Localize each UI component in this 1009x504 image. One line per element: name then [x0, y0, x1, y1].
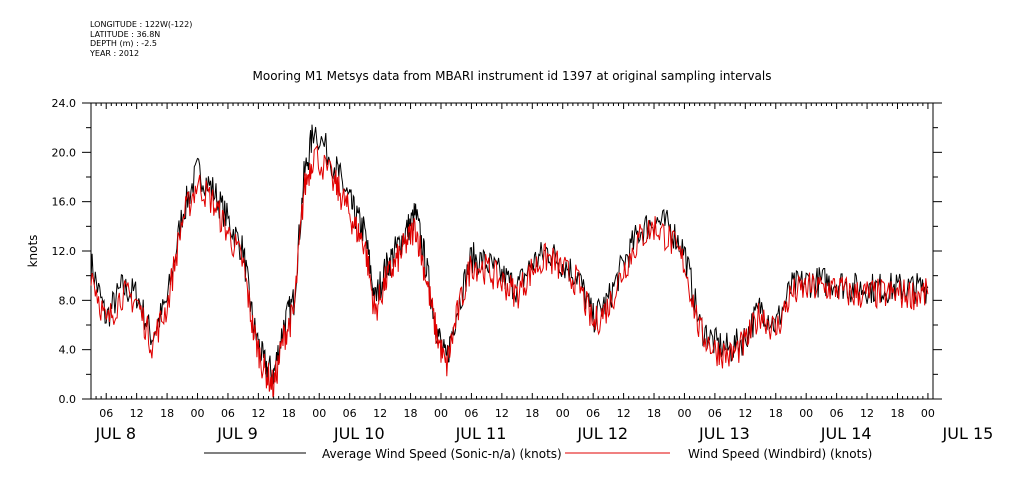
x-hour-label: 00	[191, 407, 205, 420]
x-day-label: JUL 8	[94, 424, 136, 443]
plot-frame	[90, 102, 934, 400]
x-day-label: JUL 15	[942, 424, 994, 443]
x-hour-label: 00	[799, 407, 813, 420]
x-hour-label: 06	[586, 407, 600, 420]
x-hour-label: 06	[99, 407, 113, 420]
x-hour-label: 18	[769, 407, 783, 420]
series-line-sonic	[90, 124, 929, 385]
x-hour-label: 00	[677, 407, 691, 420]
axis-ticks	[82, 102, 942, 400]
latitude-label: LATITUDE : 36.8N	[90, 29, 161, 39]
y-tick-label: 16.0	[52, 196, 77, 209]
x-day-label: JUL 11	[455, 424, 507, 443]
chart-title: Mooring M1 Metsys data from MBARI instru…	[253, 69, 772, 83]
x-hour-label: 12	[738, 407, 752, 420]
x-hour-label: 06	[343, 407, 357, 420]
y-tick-label: 20.0	[52, 146, 77, 159]
x-hour-label: 12	[860, 407, 874, 420]
y-tick-label: 0.0	[59, 393, 77, 406]
x-hour-label: 06	[464, 407, 478, 420]
data-series	[90, 124, 929, 398]
y-tick-label: 8.0	[59, 294, 77, 307]
x-hour-label: 18	[282, 407, 296, 420]
legend: Average Wind Speed (Sonic-n/a) (knots) Wi…	[204, 447, 872, 461]
y-axis-tick-labels: 0.0 4.0 8.0 12.0 16.0 20.0 24.0	[52, 97, 77, 406]
x-hour-label: 12	[130, 407, 144, 420]
x-hour-label: 06	[221, 407, 235, 420]
x-hour-label: 00	[434, 407, 448, 420]
x-hour-label: 00	[921, 407, 935, 420]
mooring-metadata: LONGITUDE : 122W(-122) LATITUDE : 36.8N …	[90, 20, 192, 58]
y-tick-label: 4.0	[59, 344, 77, 357]
x-day-label: JUL 10	[333, 424, 385, 443]
year-label: YEAR : 2012	[90, 48, 140, 58]
x-hour-label: 18	[525, 407, 539, 420]
x-hour-label: 12	[251, 407, 265, 420]
x-hour-label: 18	[890, 407, 904, 420]
x-hour-label: 18	[647, 407, 661, 420]
y-tick-label: 24.0	[52, 97, 77, 110]
x-axis-tick-labels: 06 12 18 00 06 12 18 00 06 12 18 00 06 12 18 00 06 12 18 00…	[94, 407, 993, 443]
x-hour-label: 12	[373, 407, 387, 420]
x-hour-label: 06	[708, 407, 722, 420]
x-day-label: JUL 9	[216, 424, 258, 443]
legend-label: Average Wind Speed (Sonic-n/a) (knots)	[322, 447, 562, 461]
series-line-windbird	[90, 144, 929, 398]
x-hour-label: 12	[617, 407, 631, 420]
y-tick-label: 12.0	[52, 245, 77, 258]
x-hour-label: 06	[830, 407, 844, 420]
x-hour-label: 00	[556, 407, 570, 420]
longitude-label: LONGITUDE : 122W(-122)	[90, 20, 193, 29]
legend-label: Wind Speed (Windbird) (knots)	[688, 447, 872, 461]
y-axis-label: knots	[26, 235, 40, 268]
x-hour-label: 00	[312, 407, 326, 420]
x-hour-label: 12	[495, 407, 509, 420]
x-hour-label: 18	[404, 407, 418, 420]
x-day-label: JUL 13	[698, 424, 750, 443]
x-hour-label: 18	[160, 407, 174, 420]
x-day-label: JUL 14	[820, 424, 872, 443]
depth-label: DEPTH (m) : -2.5	[90, 39, 157, 48]
x-day-label: JUL 12	[576, 424, 628, 443]
